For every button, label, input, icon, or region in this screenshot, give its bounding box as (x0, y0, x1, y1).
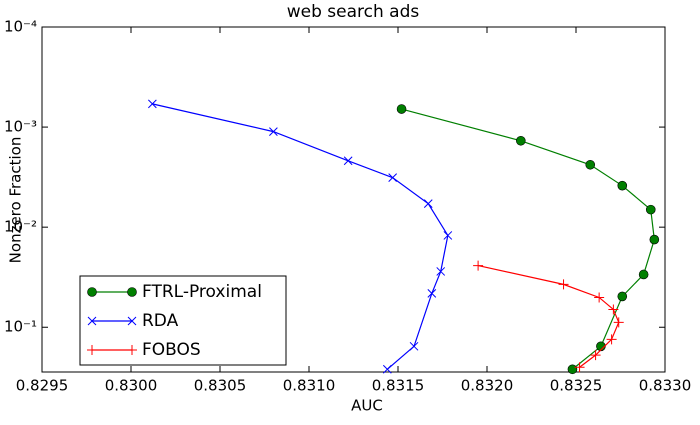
marker (649, 234, 660, 245)
legend-label: RDA (142, 311, 179, 331)
marker (382, 364, 392, 374)
marker (590, 350, 601, 361)
series-line (401, 108, 655, 370)
legend-marker (127, 316, 137, 326)
marker (443, 231, 453, 240)
marker (427, 289, 437, 298)
x-tick-label: 0.8315 (372, 377, 425, 395)
legend-marker (87, 287, 97, 297)
y-tick-label: 10⁻² (4, 218, 37, 236)
marker (423, 199, 433, 208)
x-tick-label: 0.8325 (550, 377, 603, 395)
marker (516, 135, 526, 146)
series-line (152, 103, 449, 370)
marker (148, 99, 157, 109)
legend-marker (87, 345, 97, 355)
marker (388, 173, 398, 182)
x-tick-label: 0.8320 (461, 377, 514, 395)
y-tick-label: 10⁻¹ (4, 318, 37, 336)
marker (574, 362, 585, 373)
marker (585, 159, 596, 170)
marker (638, 269, 649, 280)
legend-marker (87, 316, 97, 326)
marker (613, 317, 624, 328)
marker (617, 180, 628, 191)
marker (594, 292, 605, 303)
x-axis-label: AUC (351, 397, 383, 415)
x-tick-label: 0.8295 (16, 377, 69, 395)
x-tick-label: 0.8305 (194, 377, 247, 395)
marker (436, 267, 446, 276)
legend-label: FOBOS (142, 340, 201, 360)
marker (567, 364, 578, 375)
marker (608, 304, 619, 315)
x-tick-label: 0.8310 (283, 377, 336, 395)
series-line (477, 264, 620, 368)
x-tick-label: 0.8300 (105, 377, 158, 395)
chart-title: web search ads (287, 2, 420, 22)
marker (409, 341, 419, 351)
marker (645, 204, 656, 215)
plot-frame (41, 26, 666, 373)
x-tick-label: 0.8330 (639, 377, 692, 395)
y-axis-label: Nonzero Fraction (7, 137, 25, 264)
y-tick-label: 10⁻³ (4, 118, 37, 136)
marker (606, 334, 617, 345)
y-tick-label: 10⁻⁴ (4, 18, 37, 36)
marker (343, 156, 353, 166)
marker (473, 260, 484, 271)
legend-label: FTRL-Proximal (142, 282, 262, 302)
legend-marker (127, 345, 137, 355)
marker (617, 291, 628, 302)
marker (396, 104, 407, 114)
marker (269, 127, 278, 136)
marker (596, 341, 606, 352)
marker (558, 279, 569, 290)
legend-marker (127, 287, 137, 297)
